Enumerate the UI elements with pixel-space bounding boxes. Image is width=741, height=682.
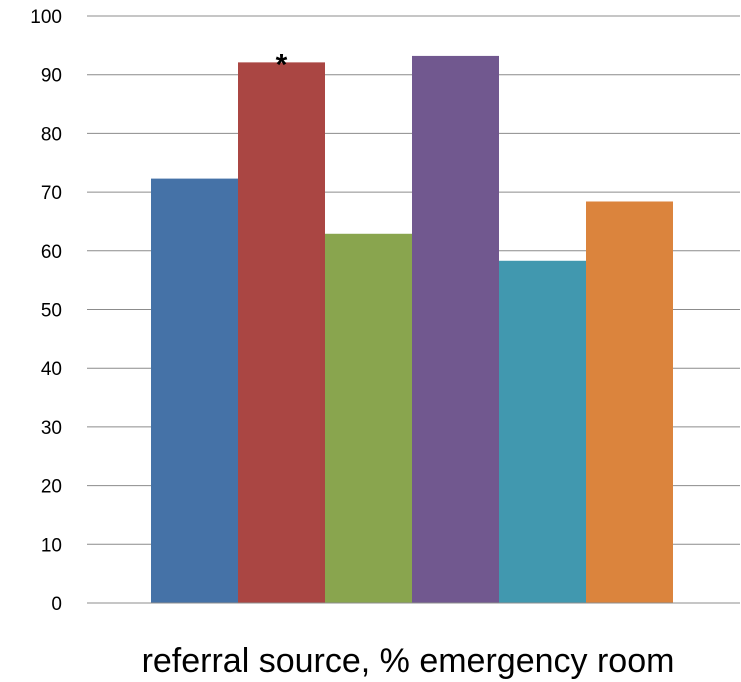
significance-asterisk: *	[276, 48, 288, 81]
bars	[151, 55, 673, 604]
y-tick-label: 40	[41, 359, 62, 380]
y-tick-label: 10	[41, 535, 62, 556]
y-tick-label: 70	[41, 183, 62, 204]
bar	[325, 233, 412, 604]
y-tick-label: 30	[41, 418, 62, 439]
y-tick-label: 0	[51, 594, 62, 615]
bar	[586, 201, 673, 603]
bar	[499, 260, 586, 603]
annotations: *	[276, 48, 288, 81]
bar	[151, 178, 238, 603]
y-tick-label: 100	[30, 7, 62, 28]
bar	[412, 55, 499, 603]
y-tick-label: 50	[41, 301, 62, 322]
y-tick-label: 20	[41, 477, 62, 498]
y-tick-label: 80	[41, 124, 62, 145]
bar	[238, 62, 325, 604]
y-axis-tick-labels: 0 10 20 30 40 50 60 70 80 90 100	[30, 7, 62, 615]
y-tick-label: 90	[41, 66, 62, 87]
x-axis-label: referral source, % emergency room	[142, 642, 675, 680]
y-tick-label: 60	[41, 242, 62, 263]
